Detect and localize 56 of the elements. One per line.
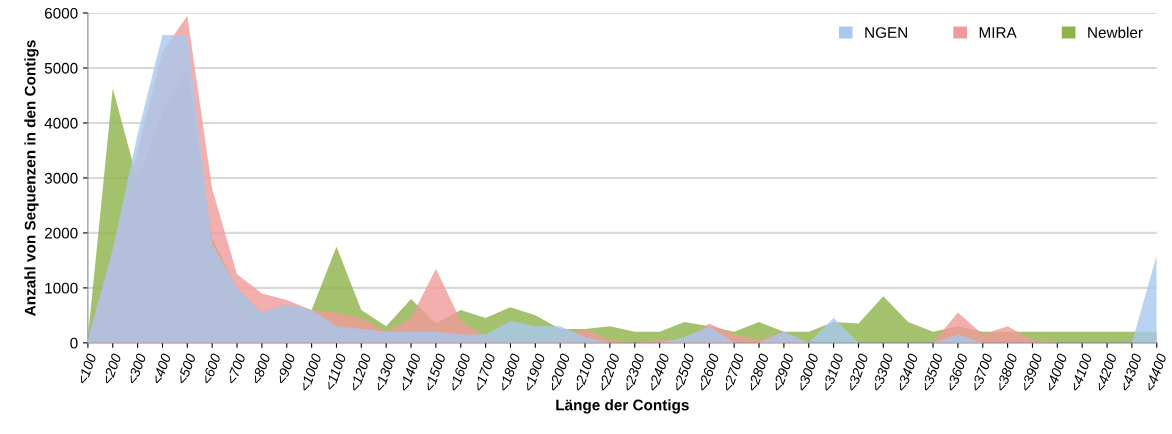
x-tick-label: <3000	[796, 352, 819, 392]
x-tick-label: <200	[101, 352, 122, 385]
x-tick-label: <2100	[572, 352, 596, 392]
x-tick-label: <4300	[1119, 352, 1143, 392]
x-tick-label: <4400	[1144, 352, 1167, 392]
x-tick-label: <2200	[597, 352, 621, 392]
x-tick-label: <2700	[722, 352, 745, 392]
x-tick-label: <3600	[945, 352, 969, 392]
y-tick-label: 0	[70, 337, 78, 349]
x-tick-label: <400	[151, 352, 172, 385]
x-tick-label: <1700	[473, 352, 496, 392]
y-tick-label: 1000	[45, 282, 78, 294]
y-tick-label: 6000	[44, 7, 78, 19]
x-tick-label: <700	[226, 352, 246, 385]
x-tick-label: <300	[126, 352, 147, 385]
x-tick-label: <800	[251, 352, 271, 385]
y-axis-title: Anzahl von Sequenzen in den Contigs	[24, 40, 39, 316]
x-tick-label: <1800	[498, 352, 521, 392]
y-tick-label: 2000	[44, 227, 78, 239]
x-tick-label: <4000	[1045, 352, 1068, 392]
x-tick-label: <2000	[548, 352, 571, 392]
x-tick-label: <900	[275, 352, 296, 385]
y-tick-label: 3000	[44, 172, 78, 184]
x-tick-label: <4100	[1070, 352, 1093, 392]
legend-label: Newbler	[1088, 26, 1143, 38]
x-tick-label: <100	[77, 352, 97, 385]
x-tick-label: <3500	[920, 352, 944, 392]
x-tick-label: <1000	[299, 352, 322, 392]
x-tick-label: <1100	[324, 352, 347, 391]
x-tick-label: <1400	[398, 352, 422, 392]
x-tick-label: <4200	[1094, 352, 1118, 392]
x-axis-title: Länge der Contigs	[556, 399, 689, 414]
x-tick-label: <1500	[423, 352, 447, 392]
x-tick-label: <3300	[871, 352, 894, 392]
x-tick-label: <1900	[523, 352, 546, 392]
x-tick-label: <2300	[622, 352, 645, 392]
x-tick-label: <1600	[448, 352, 471, 392]
x-tick-label: <3200	[846, 352, 869, 392]
x-tick-label: <3400	[896, 352, 919, 392]
x-tick-label: <500	[176, 352, 197, 385]
legend-label: NGEN	[865, 27, 907, 38]
legend-label: MIRA	[979, 27, 1017, 38]
y-tick-label: 4000	[44, 117, 78, 129]
y-tick-label: 5000	[44, 62, 78, 74]
x-tick-label: <3100	[821, 352, 844, 392]
x-tick-label: <3800	[995, 352, 1018, 392]
x-tick-label: <2600	[697, 352, 720, 392]
x-tick-label: <2800	[746, 352, 770, 392]
x-tick-label: <3700	[970, 352, 993, 392]
x-tick-label: <3900	[1020, 352, 1043, 392]
x-tick-label: <1300	[374, 352, 397, 392]
x-tick-label: <2400	[647, 352, 670, 392]
x-tick-label: <600	[201, 352, 221, 385]
x-tick-label: <2900	[771, 352, 795, 392]
x-tick-label: <1200	[349, 352, 372, 392]
x-tick-label: <2500	[672, 352, 695, 392]
